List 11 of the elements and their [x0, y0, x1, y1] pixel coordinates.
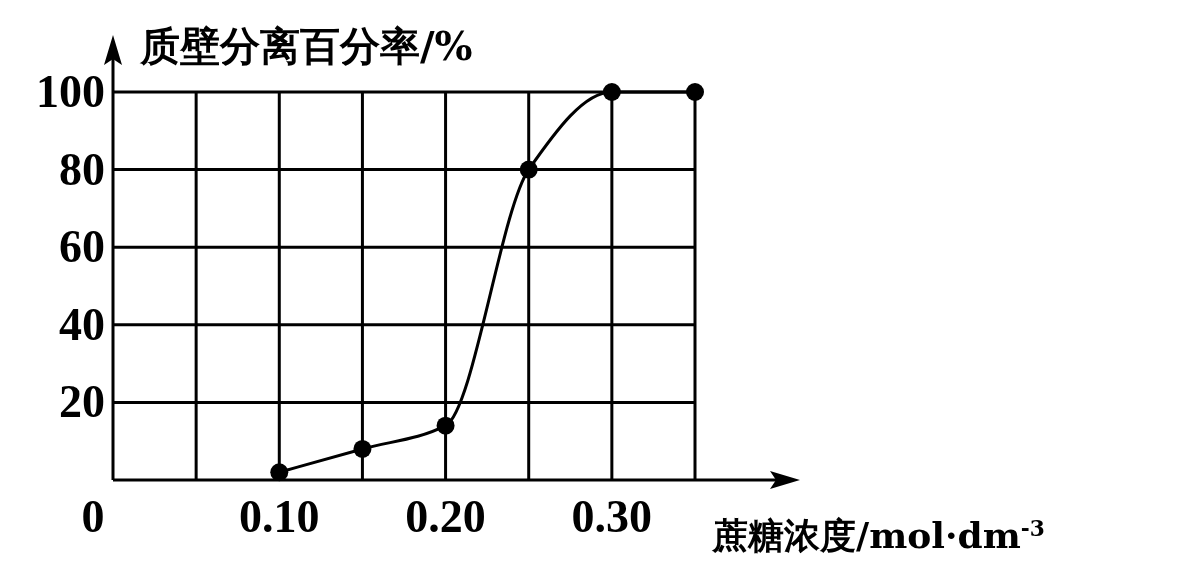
y-tick-label: 100: [36, 66, 105, 117]
x-tick-label: 0: [81, 491, 105, 542]
y-tick-label: 20: [59, 376, 105, 428]
x-tick-label: 0.10: [239, 491, 320, 542]
x-tick-label: 0.30: [571, 491, 653, 542]
y-axis-title: 质壁分离百分率/%: [139, 22, 473, 69]
y-tick-label: 40: [59, 298, 105, 350]
y-tick-label: 60: [59, 221, 105, 273]
x-axis-title: 蔗糖浓度/mol·dm$^{-3}$: [711, 514, 1045, 556]
y-tick-label: 80: [59, 143, 105, 195]
x-tick-label: 0.20: [405, 491, 486, 542]
